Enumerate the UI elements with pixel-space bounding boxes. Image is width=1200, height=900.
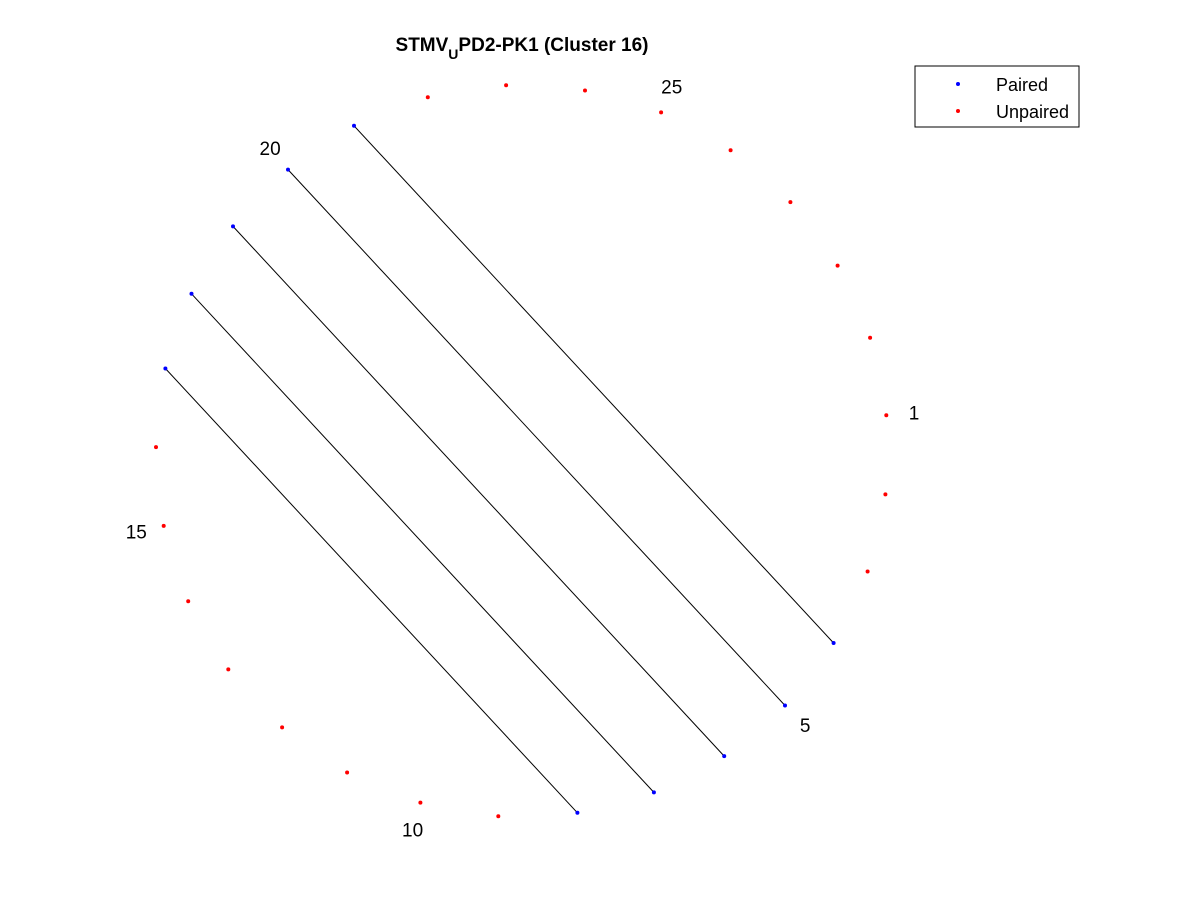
title-subscript: U [448,46,458,62]
legend-paired-marker [956,82,960,86]
paired-dot-18 [189,291,194,296]
position-label-20: 20 [260,139,281,160]
paired-dot-5 [783,703,787,708]
unpaired-dot-14 [186,599,191,604]
unpaired-dot-24 [583,88,587,93]
legend-unpaired-label: Unpaired [996,102,1069,122]
position-label-25: 25 [661,78,682,99]
unpaired-dot-25 [659,110,664,115]
unpaired-dot-9 [496,814,501,819]
paired-dot-20 [286,167,290,172]
paired-dot-7 [651,790,656,795]
position-label-10: 10 [402,821,423,842]
position-label-1: 1 [909,404,920,425]
unpaired-dot-27 [788,200,793,205]
paired-dot-17 [163,366,168,371]
pair-line-5-20 [287,169,786,706]
position-label-15: 15 [126,523,147,544]
unpaired-dot-16 [154,445,158,450]
title-rest: PD2-PK1 (Cluster 16) [458,35,648,56]
unpaired-dot-22 [425,95,430,100]
unpaired-dot-28 [835,263,840,268]
paired-dot-19 [231,224,235,229]
paired-dot-21 [352,123,356,128]
unpaired-dot-13 [226,667,231,672]
unpaired-dot-23 [504,83,509,88]
unpaired-dot-11 [345,770,350,775]
unpaired-dot-1 [884,413,889,418]
legend: Paired Unpaired [914,65,1080,128]
position-dots-group [154,83,889,819]
pair-line-6-19 [232,226,725,757]
title-main: STMV [396,35,449,56]
pair-line-4-21 [353,125,834,644]
unpaired-dot-29 [868,335,873,340]
unpaired-dot-12 [280,725,285,730]
unpaired-dot-10 [418,800,423,805]
pair-line-8-17 [165,368,578,814]
legend-paired-label: Paired [996,75,1048,95]
legend-unpaired-marker [956,109,960,113]
legend-box [914,65,1080,128]
position-label-5: 5 [800,716,811,737]
paired-dot-4 [831,641,836,645]
unpaired-dot-15 [161,523,166,528]
unpaired-dot-3 [865,569,870,574]
chart-title: STMVUPD2-PK1 (Cluster 16) [396,35,649,62]
unpaired-dot-26 [728,148,733,153]
unpaired-dot-2 [883,492,888,497]
pair-lines-group [165,125,834,814]
paired-dot-6 [722,754,727,759]
pair-line-7-18 [191,293,655,793]
paired-dot-8 [575,810,580,815]
